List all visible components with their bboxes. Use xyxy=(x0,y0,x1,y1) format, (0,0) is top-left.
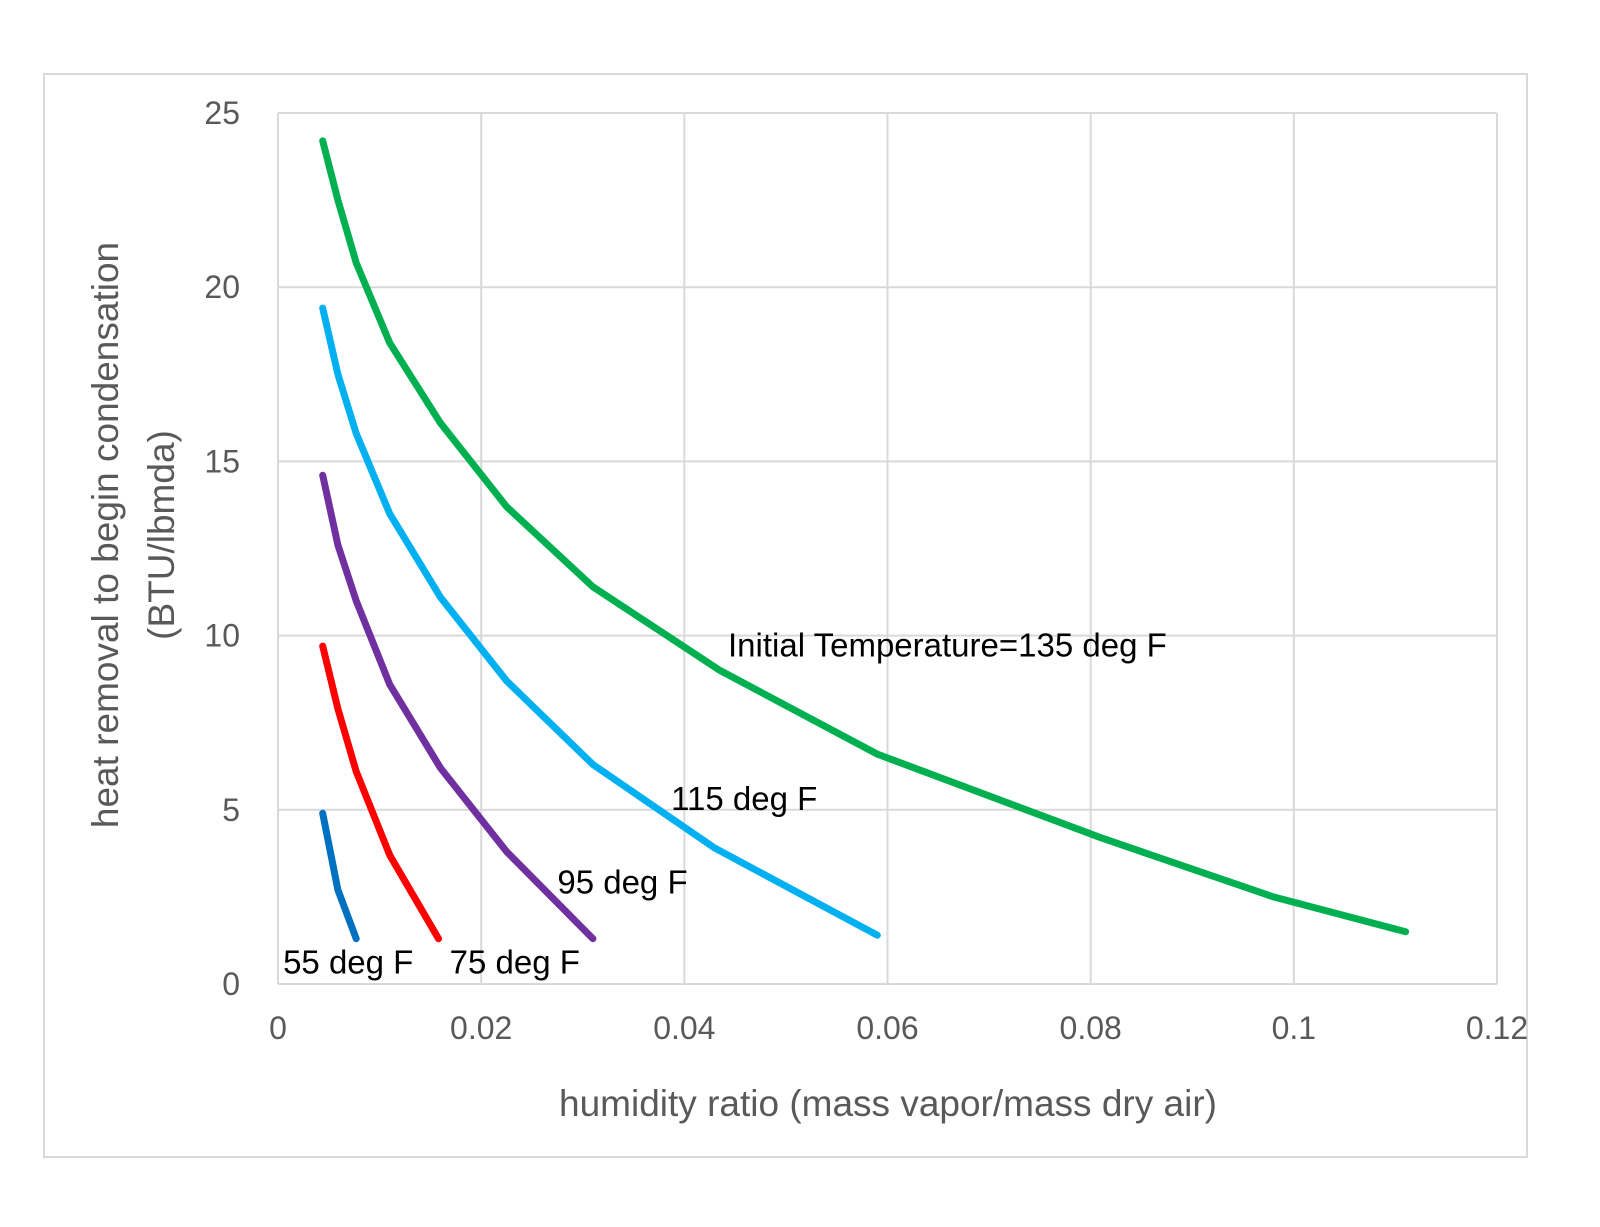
series-line-115f xyxy=(319,304,881,939)
series-lines xyxy=(319,137,1410,943)
curve-label-95f: 95 deg F xyxy=(557,863,687,900)
y-tick-label: 20 xyxy=(204,269,240,305)
series-line-95f xyxy=(319,471,597,943)
y-axis-title: heat removal to begin condensation (BTU/… xyxy=(85,242,182,828)
x-tick-label: 0.1 xyxy=(1272,1010,1316,1046)
curve-label-115f: 115 deg F xyxy=(671,780,817,817)
y-tick-label: 5 xyxy=(222,792,240,828)
curve-label-55f: 55 deg F xyxy=(283,944,413,981)
series-line-75f xyxy=(319,642,442,943)
series-line-55f xyxy=(319,809,360,943)
y-axis-title-line-2: (BTU/lbmda) xyxy=(141,430,182,640)
chart-area xyxy=(43,73,1528,1158)
gridlines xyxy=(277,112,1498,985)
x-tick-label: 0.02 xyxy=(450,1010,512,1046)
y-tick-label: 0 xyxy=(222,966,240,1002)
x-tick-label: 0.06 xyxy=(856,1010,918,1046)
tick-labels: 0 5 10 15 20 25 0 0.02 0.04 0.06 0.08 0.1 0.12 xyxy=(204,95,1528,1046)
y-tick-label: 15 xyxy=(204,443,240,479)
x-axis-title: humidity ratio (mass vapor/mass dry air) xyxy=(559,1083,1217,1124)
x-tick-label: 0.04 xyxy=(653,1010,715,1046)
x-tick-label: 0 xyxy=(269,1010,287,1046)
series-line-135f xyxy=(319,137,1410,936)
y-axis-title-line-1: heat removal to begin condensation xyxy=(85,242,126,828)
curve-label-75f: 75 deg F xyxy=(450,944,580,981)
curve-label-135f: Initial Temperature=135 deg F xyxy=(728,627,1167,664)
y-tick-label: 25 xyxy=(204,95,240,131)
x-tick-label: 0.08 xyxy=(1060,1010,1122,1046)
curve-labels: Initial Temperature=135 deg F 115 deg F 95… xyxy=(283,627,1167,981)
y-tick-label: 10 xyxy=(204,618,240,654)
x-tick-label: 0.12 xyxy=(1466,1010,1528,1046)
